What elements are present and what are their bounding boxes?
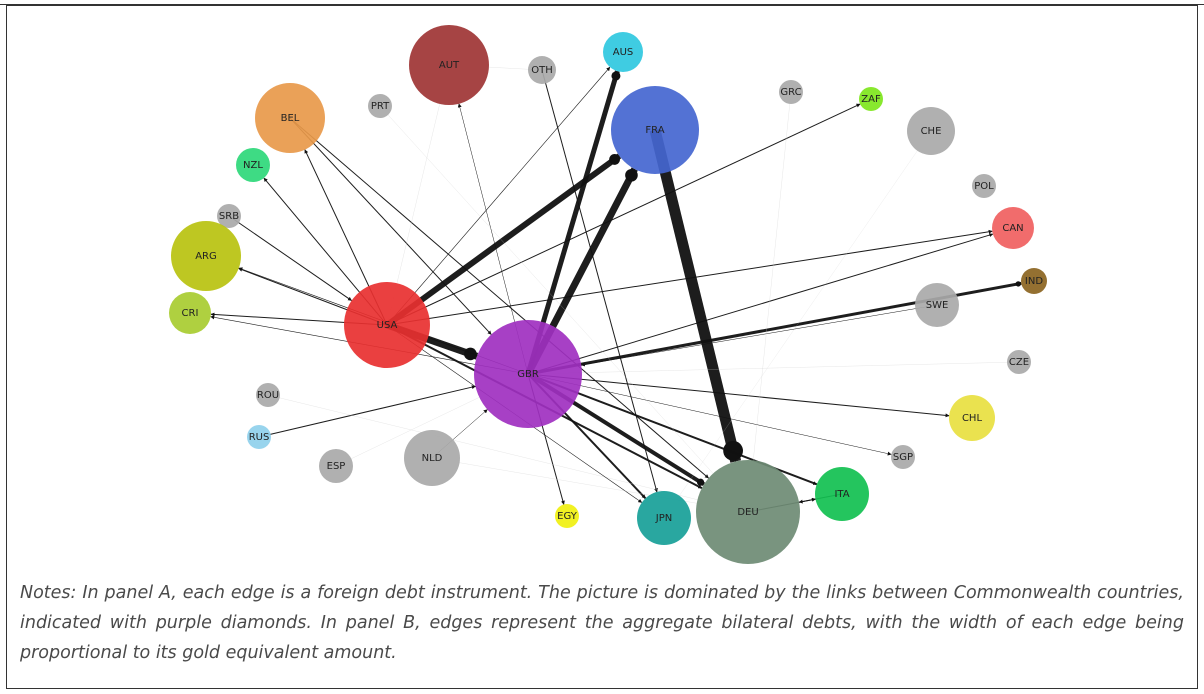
notes: Notes: In panel A, each edge is a foreig… [20,583,1184,663]
frame [6,5,1198,689]
node [949,395,995,441]
node [319,449,353,483]
edge [649,128,742,463]
edge [289,117,709,479]
node [1007,350,1031,374]
node-label: RUS [249,432,270,443]
top-rule [0,4,1204,5]
node [907,107,955,155]
node-label: AUS [613,47,634,58]
node [409,25,489,105]
node-label: USA [377,320,398,331]
edge-head [625,168,638,182]
edge [580,304,938,367]
edge [527,233,994,375]
node-label: CHL [962,413,983,424]
node-label: ESP [327,461,346,472]
node [247,425,271,449]
edge-head [464,347,477,361]
node-label: NZL [243,160,263,171]
node [972,174,996,198]
edge [267,394,698,500]
edge [385,153,622,328]
node [256,383,280,407]
node [915,283,959,327]
node [611,86,699,174]
edge [228,215,352,301]
edge-head [611,71,621,81]
node-label: GRC [780,87,801,98]
node-label: SRB [219,211,239,222]
node-label: FRA [645,125,664,136]
node [474,320,582,428]
node-label: CHE [921,126,942,137]
node [236,148,270,182]
edge-head [723,440,743,461]
node [404,430,460,486]
node-label: CZE [1009,357,1029,368]
node-label: ITA [834,489,849,500]
edge [386,66,611,326]
node-label: JPN [655,513,672,524]
node [344,282,430,368]
node-label: DEU [737,507,758,518]
node-label: CRI [182,308,199,319]
node-label: OTH [531,65,553,76]
node-label: ROU [257,390,279,401]
edge-head [1015,281,1021,287]
node [603,32,643,72]
edge-head [696,478,705,486]
node-label: BEL [281,113,300,124]
node [992,207,1034,249]
node [696,460,800,564]
edge [679,130,932,496]
edge [527,373,892,456]
node-label: AUT [439,60,460,71]
nodes: AUT OTH AUS PRT BEL GRC ZAF FRA CHE NZL POL SRB CAN A… [169,25,1047,564]
edge [335,397,480,467]
node [637,491,691,545]
node-label: SGP [893,452,913,463]
edge [379,105,714,474]
node [891,445,915,469]
node-label: SWE [926,300,949,311]
node [217,204,241,228]
node [171,221,241,291]
edge [258,385,476,438]
node [368,94,392,118]
node-label: CAN [1002,223,1023,234]
edge [386,229,993,326]
node [1021,268,1047,294]
node [255,83,325,153]
node [815,467,869,521]
edge [753,91,792,461]
node-label: NLD [422,453,443,464]
network: AUT OTH AUS PRT BEL GRC ZAF FRA CHE NZL POL SRB CAN A… [169,25,1047,564]
node-label: EGY [557,511,578,522]
node-label: ZAF [861,94,881,105]
node [779,80,803,104]
node [528,56,556,84]
node-label: PRT [371,101,390,112]
edge [541,69,658,493]
node-label: ARG [195,251,217,262]
edge [527,373,950,418]
edge-head [609,154,620,165]
edge [386,103,861,326]
node [169,292,211,334]
node [859,87,883,111]
node-label: GBR [517,369,539,380]
edge [289,117,492,335]
node-label: POL [974,181,994,192]
node [555,504,579,528]
node-label: IND [1025,276,1043,287]
